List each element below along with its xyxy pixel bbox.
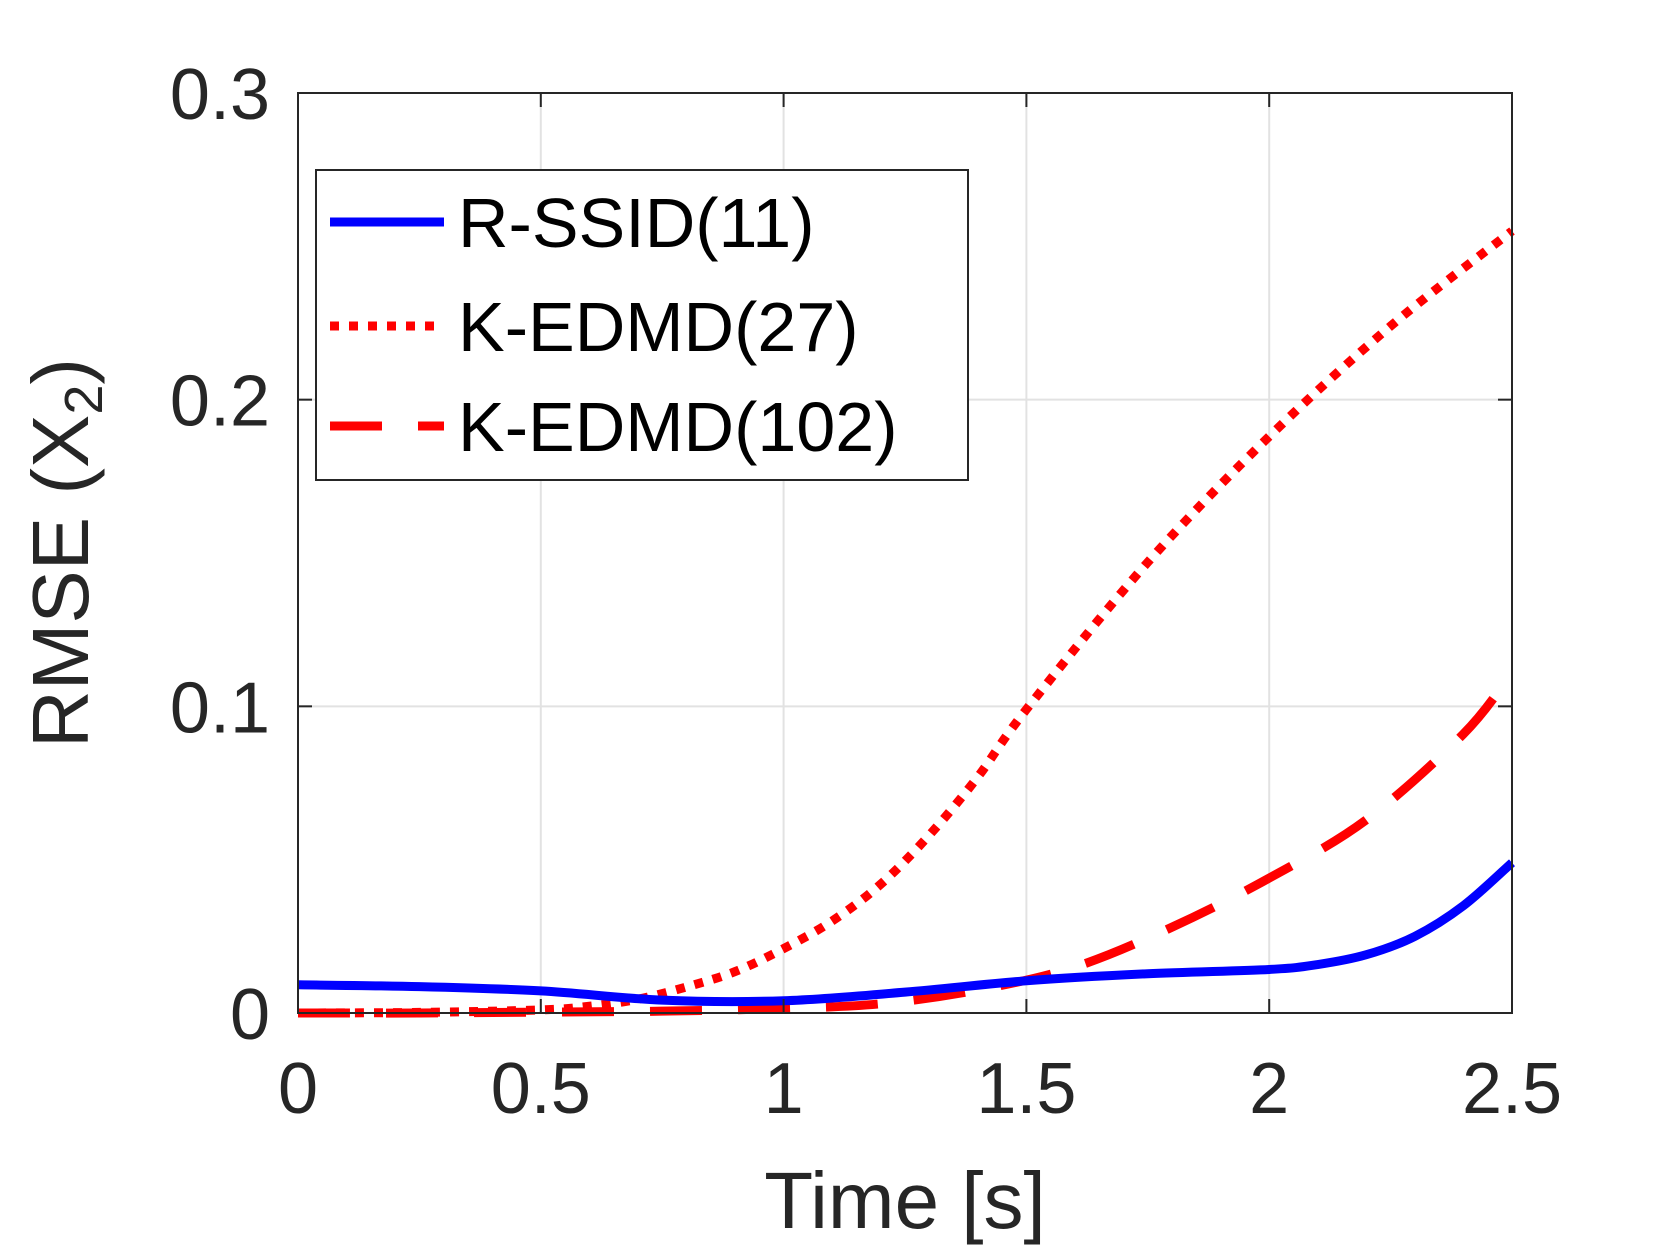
series-line-k-edmd-102 [297,669,1516,1018]
x-tick-label: 2.5 [1462,1049,1562,1129]
legend-label: R-SSID(11) [458,184,815,262]
y-tick-label: 0.3 [170,55,270,135]
y-tick-label: 0.2 [170,362,270,442]
x-tick-label: 1 [764,1049,804,1129]
plot-frame [297,92,1513,1014]
data-series [297,227,1516,1018]
legend: R-SSID(11) K-EDMD(27) K-EDMD(102) [315,169,969,481]
legend-label: K-EDMD(102) [458,388,898,466]
y-axis-label-subscript: 2 [54,385,114,415]
legend-items: R-SSID(11) K-EDMD(27) K-EDMD(102) [330,184,898,466]
y-axis-label-close: ) [16,358,105,385]
y-axis-label: RMSE (X2) [16,358,114,748]
x-tick-label: 2 [1249,1049,1289,1129]
series-line-r-ssid-11 [297,859,1515,1007]
axes: 0 0.5 1 1.5 2 2.5 0 0.1 0.2 0.3 [170,55,1562,1129]
x-axis-label: Time [s] [764,1156,1045,1245]
y-tick-label: 0.1 [170,668,270,748]
x-tick-label: 0 [278,1049,318,1129]
y-axis-label-main: RMSE (X [16,415,105,748]
x-tick-label: 0.5 [491,1049,591,1129]
y-tick-label: 0 [230,975,270,1055]
x-tick-label: 1.5 [976,1049,1076,1129]
legend-label: K-EDMD(27) [458,288,859,366]
